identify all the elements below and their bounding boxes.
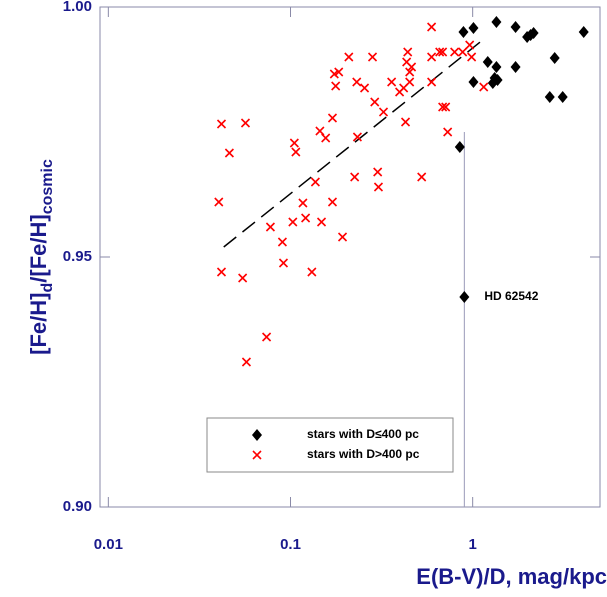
- point: [352, 77, 362, 87]
- point: [350, 172, 360, 182]
- point: [405, 67, 415, 77]
- point: [465, 40, 475, 50]
- point: [344, 52, 354, 62]
- point: [315, 126, 325, 136]
- point: [400, 117, 411, 127]
- y-label-part: /[Fe/H]: [26, 214, 51, 282]
- point: [373, 182, 384, 192]
- point: [327, 197, 338, 207]
- point: [373, 167, 383, 177]
- point: [468, 22, 479, 34]
- point: [327, 113, 338, 123]
- annotation: HD 62542: [484, 289, 538, 303]
- point: [458, 26, 469, 38]
- point: [307, 267, 317, 277]
- point: [331, 81, 341, 91]
- point: [278, 258, 289, 268]
- point: [435, 47, 445, 57]
- point: [352, 132, 362, 142]
- point: [265, 222, 276, 232]
- point: [298, 198, 308, 208]
- point: [487, 77, 498, 89]
- y-label-part: [Fe/H]: [26, 293, 51, 355]
- point: [241, 357, 252, 367]
- point: [459, 291, 470, 303]
- point: [427, 52, 437, 62]
- point: [443, 127, 453, 137]
- point: [557, 91, 568, 103]
- point: [291, 147, 301, 157]
- y-label-sub: cosmic: [39, 159, 56, 214]
- point: [510, 61, 521, 73]
- point: [427, 22, 437, 32]
- point: [224, 148, 234, 158]
- y-axis-label: [Fe/H]d/[Fe/H]cosmic: [26, 159, 56, 355]
- point: [277, 237, 287, 247]
- point: [316, 217, 327, 227]
- point: [262, 332, 272, 342]
- point: [405, 77, 415, 87]
- point: [510, 21, 521, 33]
- point: [482, 56, 493, 68]
- y-tick-label: 0.90: [63, 498, 92, 515]
- point: [441, 102, 451, 112]
- point: [367, 52, 378, 62]
- x-tick-label: 0.1: [280, 536, 301, 553]
- point: [378, 107, 389, 117]
- point: [252, 429, 262, 441]
- point: [337, 232, 348, 242]
- point: [491, 16, 502, 28]
- x-axis-label: E(B-V)/D, mag/kpc: [416, 564, 607, 589]
- point: [288, 217, 298, 227]
- point: [289, 138, 299, 148]
- x-tick-label: 1: [468, 536, 476, 553]
- point: [468, 76, 479, 88]
- point: [454, 141, 465, 153]
- y-label-sub: d: [39, 283, 56, 293]
- point: [403, 47, 413, 57]
- point: [479, 82, 489, 92]
- point: [438, 102, 448, 112]
- point: [450, 47, 460, 57]
- point: [438, 47, 448, 57]
- point: [310, 177, 320, 187]
- legend-label: stars with D>400 pc: [307, 447, 420, 461]
- point: [301, 213, 311, 223]
- x-tick-label: 0.01: [94, 536, 123, 553]
- point: [216, 119, 227, 129]
- legend: stars with D≤400 pc stars with D>400 pc: [206, 417, 454, 473]
- point: [544, 91, 555, 103]
- point: [216, 267, 227, 277]
- point: [458, 47, 468, 57]
- point: [387, 77, 397, 87]
- point: [427, 77, 437, 87]
- legend-label: stars with D≤400 pc: [307, 427, 419, 441]
- point: [578, 26, 589, 38]
- point: [491, 61, 502, 73]
- point: [240, 118, 251, 128]
- point: [467, 52, 477, 62]
- legend-box: [206, 417, 454, 473]
- point: [549, 52, 560, 64]
- point: [334, 67, 344, 77]
- trend-line: [223, 41, 481, 248]
- point: [528, 27, 539, 39]
- point: [417, 172, 427, 182]
- point: [402, 57, 412, 67]
- y-tick-label: 1.00: [63, 0, 92, 15]
- point: [370, 97, 380, 107]
- point: [214, 197, 224, 207]
- y-tick-label: 0.95: [63, 248, 92, 265]
- point: [252, 450, 262, 460]
- point: [238, 273, 248, 283]
- point: [359, 83, 370, 93]
- point: [321, 133, 331, 143]
